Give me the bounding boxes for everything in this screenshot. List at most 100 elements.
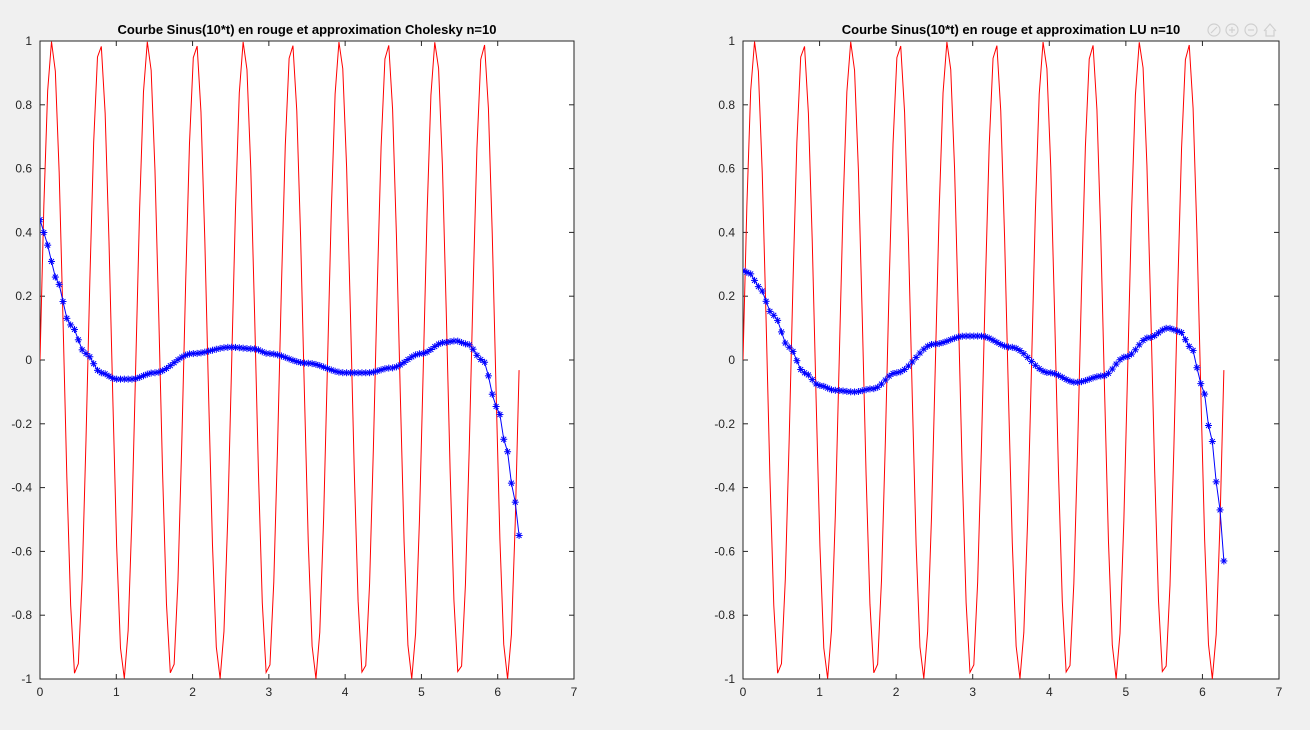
- approx-point-marker: [44, 241, 52, 249]
- approx-point-marker: [1212, 478, 1220, 486]
- approx-point-marker: [170, 359, 178, 367]
- x-tick-label: 5: [1123, 685, 1130, 699]
- home-icon[interactable]: [1263, 23, 1277, 37]
- approx-point-marker: [1181, 336, 1189, 344]
- approx-point-marker: [1197, 380, 1205, 388]
- approx-point-marker: [1220, 557, 1228, 565]
- y-tick-label: 0.6: [718, 162, 735, 176]
- x-tick-label: 1: [816, 685, 823, 699]
- approx-point-marker: [1189, 346, 1197, 354]
- approx-point-marker: [1216, 506, 1224, 514]
- x-tick-label: 0: [37, 685, 44, 699]
- approx-point-marker: [997, 340, 1005, 348]
- approx-point-marker: [270, 350, 278, 358]
- x-tick-label: 0: [740, 685, 747, 699]
- approx-point-marker: [1154, 329, 1162, 337]
- x-axis: 0 1 2 3 4 5 6 7: [37, 41, 578, 699]
- y-tick-label: -0.6: [714, 544, 735, 558]
- approx-point-marker: [920, 345, 928, 353]
- x-tick-label: 1: [113, 685, 120, 699]
- y-tick-label: 0.8: [718, 98, 735, 112]
- approx-point-marker: [751, 276, 759, 284]
- approx-point-marker: [804, 371, 812, 379]
- approx-point-marker: [908, 358, 916, 366]
- y-tick-label: 0: [728, 353, 735, 367]
- approx-point-marker: [1178, 329, 1186, 337]
- y-tick-label: -0.4: [11, 481, 32, 495]
- approx-point-marker: [1151, 332, 1159, 340]
- approx-point-marker: [40, 216, 44, 224]
- approx-point-marker: [758, 287, 766, 295]
- approx-point-marker: [74, 336, 82, 344]
- approx-point-marker: [511, 498, 519, 506]
- approx-point-marker: [515, 531, 523, 539]
- series-sine-line: [40, 41, 520, 679]
- approx-point-marker: [404, 356, 412, 364]
- approx-point-marker: [174, 356, 182, 364]
- approx-point-marker: [396, 361, 404, 369]
- approx-point-marker: [67, 321, 75, 329]
- approx-point-marker: [86, 353, 94, 361]
- x-tick-label: 3: [266, 685, 273, 699]
- approx-point-marker: [159, 367, 167, 375]
- plot-area: [40, 41, 523, 679]
- approx-point-marker: [500, 435, 508, 443]
- y-tick-label: -1: [724, 672, 735, 686]
- approx-point-marker: [1201, 390, 1209, 398]
- y-tick-label: -0.2: [714, 417, 735, 431]
- x-tick-label: 6: [1199, 685, 1206, 699]
- x-tick-label: 6: [494, 685, 501, 699]
- approx-point-marker: [488, 390, 496, 398]
- y-axis: -1 -0.8 -0.6 -0.4 -0.2 0 0.2 0.4 0.6 0.8 1: [11, 34, 574, 686]
- approx-point-marker: [1204, 422, 1212, 430]
- y-tick-label: -1: [21, 672, 32, 686]
- y-tick-label: 0.4: [718, 225, 735, 239]
- approx-point-marker: [1124, 353, 1132, 361]
- approx-point-marker: [335, 368, 343, 376]
- y-tick-label: 0.4: [15, 225, 32, 239]
- axes-box: [742, 40, 1280, 680]
- axes-toolbar: [1207, 23, 1277, 37]
- approx-point-marker: [381, 365, 389, 373]
- approx-point-marker: [40, 228, 48, 236]
- axes-lu: Courbe Sinus(10*t) en rouge et approxima…: [714, 22, 1282, 699]
- x-tick-label: 7: [1276, 685, 1283, 699]
- zoom-in-icon[interactable]: [1225, 23, 1239, 37]
- y-tick-label: -0.8: [714, 608, 735, 622]
- approx-point-marker: [63, 314, 71, 322]
- approx-point-marker: [1193, 364, 1201, 372]
- y-tick-label: -0.4: [714, 481, 735, 495]
- approx-point-marker: [477, 356, 485, 364]
- zoom-out-icon[interactable]: [1244, 23, 1258, 37]
- approx-point-marker: [1208, 437, 1216, 445]
- approx-point-marker: [912, 353, 920, 361]
- x-tick-label: 5: [418, 685, 425, 699]
- approx-point-marker: [1135, 341, 1143, 349]
- approx-point-marker: [162, 364, 170, 372]
- approx-point-marker: [789, 347, 797, 355]
- approx-point-marker: [400, 358, 408, 366]
- approx-point-marker: [93, 366, 101, 374]
- y-tick-label: 0.6: [15, 162, 32, 176]
- approx-point-marker: [47, 257, 55, 265]
- axes-cholesky: Courbe Sinus(10*t) en rouge et approxima…: [11, 22, 577, 699]
- approx-point-marker: [747, 270, 755, 278]
- x-tick-label: 4: [342, 685, 349, 699]
- y-tick-label: -0.2: [11, 417, 32, 431]
- approx-point-marker: [297, 359, 305, 367]
- brush-icon[interactable]: [1207, 23, 1221, 37]
- approx-point-marker: [885, 372, 893, 380]
- approx-point-marker: [793, 357, 801, 365]
- chart-title: Courbe Sinus(10*t) en rouge et approxima…: [118, 22, 497, 37]
- approx-point-marker: [59, 298, 67, 306]
- y-tick-label: 0.2: [15, 289, 32, 303]
- approx-point-marker: [101, 370, 109, 378]
- approx-point-marker: [442, 338, 450, 346]
- approx-point-marker: [1131, 346, 1139, 354]
- approx-point-marker: [770, 311, 778, 319]
- y-tick-label: 0.8: [15, 98, 32, 112]
- x-axis: 0 1 2 3 4 5 6 7: [740, 41, 1283, 699]
- x-tick-label: 2: [893, 685, 900, 699]
- approx-point-marker: [51, 273, 59, 281]
- approx-point-marker: [507, 479, 515, 487]
